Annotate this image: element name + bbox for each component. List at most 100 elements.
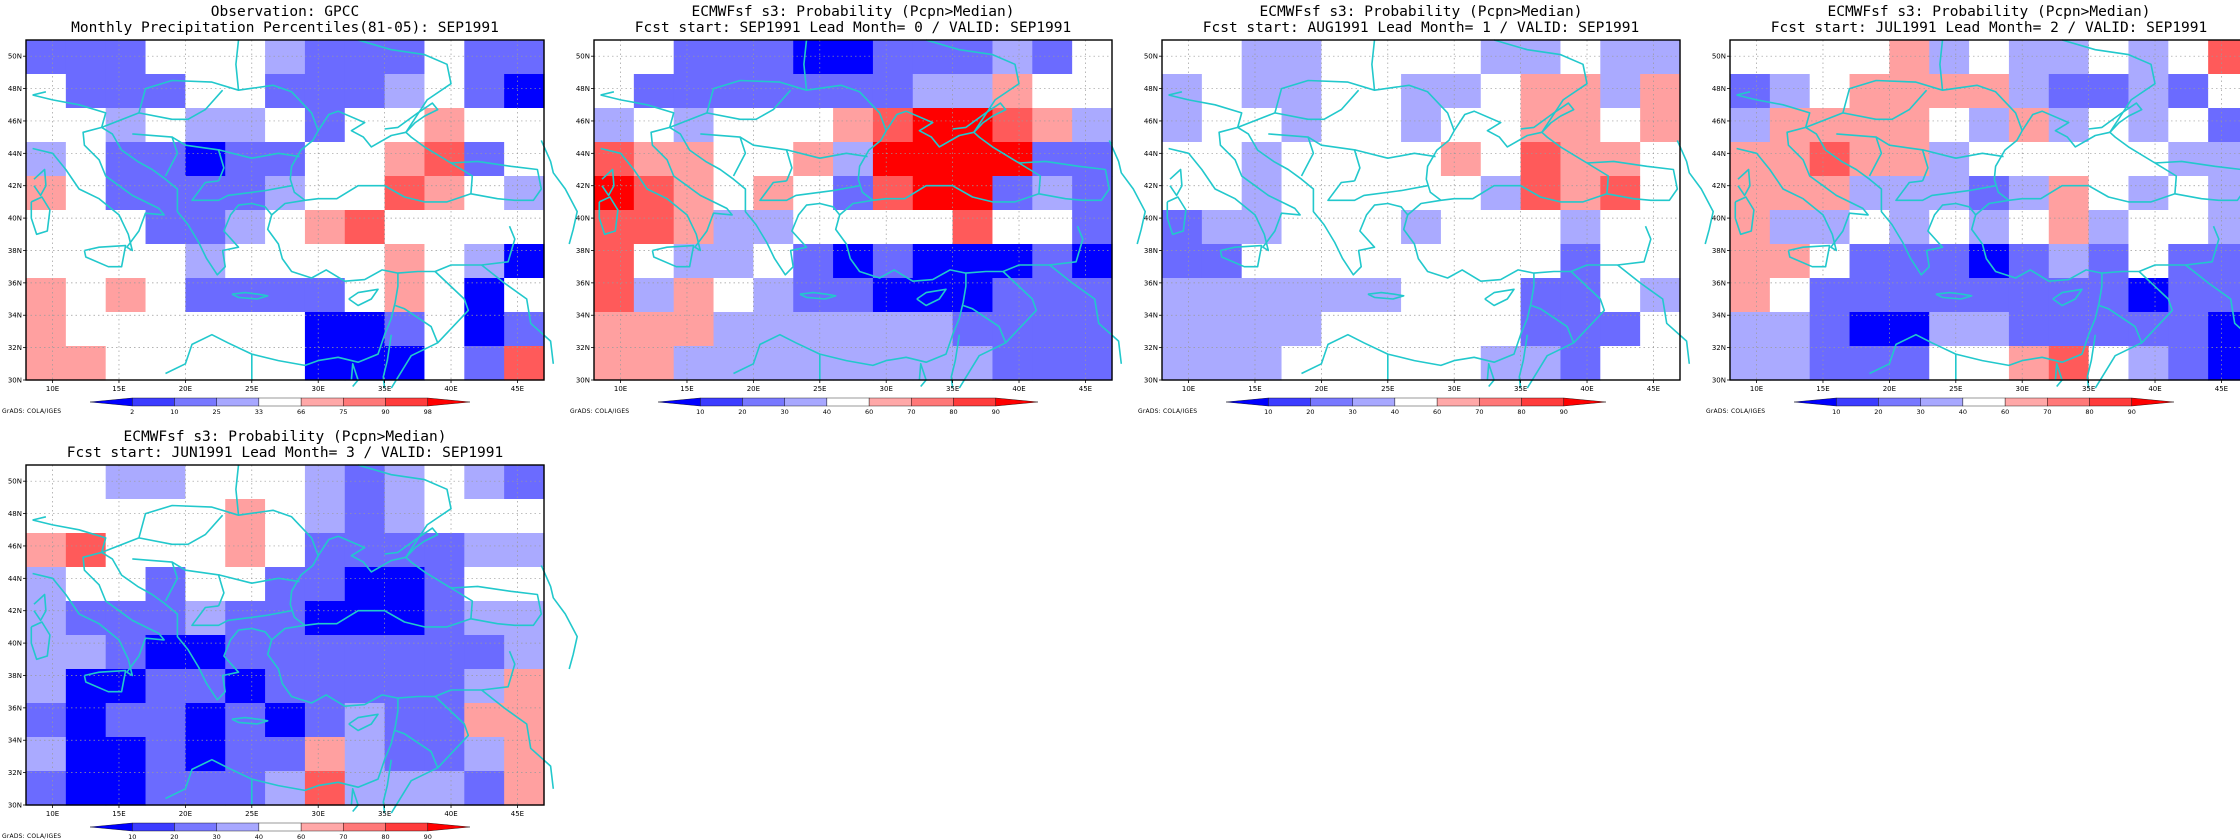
colorbar-segment [89,822,133,832]
colorbar: 10 20 30 40 60 70 80 90 [657,397,1039,416]
grid-cell [1889,346,1930,381]
grid-cell [633,210,675,245]
grid-cell [2128,278,2169,313]
grid-cell [713,108,754,143]
grid-cell [2088,278,2130,313]
colorbar-label: 90 [2128,408,2136,416]
grid-cell [992,210,1033,245]
grid-cell [833,176,874,211]
grid-cell [1730,142,1771,177]
coastline [384,527,439,558]
grid-cell [265,278,306,313]
grid-cell [344,40,386,75]
grid-cell [384,176,426,211]
lat-label: 34N [1144,312,1158,320]
grid-cell [1600,142,1641,177]
coastline [1805,126,1977,276]
grid-cell [145,465,186,500]
colorbar: 10 20 30 40 60 70 80 90 [89,822,471,840]
grid-cell [673,142,715,177]
grid-cell [225,703,266,738]
grid-cell [594,40,635,75]
grid-cell [344,533,386,568]
grid-cell [1032,346,1073,381]
coastline [952,102,1007,133]
grid-cell [1889,210,1930,245]
grid-cell [952,176,994,211]
grid-cell [2208,142,2240,177]
grid-cell [265,142,306,177]
lon-label: 20E [747,385,760,393]
grid-cell [1640,74,1681,109]
map-svg: 50N 48N 46N 44N 42N 40N 38N 36N 34N 32N 30N 10E 15E 2… [8,39,578,416]
colorbar-segment [89,397,133,407]
grid-cell [185,312,226,347]
coastline [390,695,470,814]
colorbar-label: 90 [424,833,432,840]
grid-cell [26,108,67,143]
coastline [1018,160,1111,202]
grid-cell [145,244,186,279]
coastline [138,514,224,546]
grid-cell [1520,40,1562,75]
colorbar-label: 40 [1959,408,1967,416]
lon-label: 35E [2082,385,2095,393]
grid-cell [1201,176,1243,211]
grid-cell [2128,244,2169,279]
lat-label: 38N [576,247,590,255]
colorbar-segment [1310,397,1353,407]
colorbar-segment [300,822,344,832]
grid-cell [1032,210,1073,245]
grid-cell [1809,346,1851,381]
grid-cell [1401,142,1442,177]
panel-title: ECMWFsf s3: Probability (Pcpn>Median) Fcs… [594,4,1112,36]
grid-cell [65,533,107,568]
grid-cell [185,176,226,211]
panel-title-line-2: Fcst start: AUG1991 Lead Month= 1 / VALI… [1202,20,1640,36]
colorbar-label: 40 [1391,408,1399,416]
grid-cell [1769,40,1811,75]
coastline [1737,168,1751,197]
grid-cell [1929,74,1970,109]
grid-cell [65,108,107,143]
coastline [600,126,733,252]
lon-label: 25E [1949,385,1962,393]
colorbar-label: 30 [781,408,789,416]
coastline [1520,102,1575,133]
grid-cell [673,278,715,313]
coastline [481,264,555,364]
grid-cell [65,669,107,704]
grid-cell [673,74,715,109]
lon-label: 25E [1381,385,1394,393]
grid-cell [1730,278,1771,313]
grid-cell [145,499,186,534]
grid-cell [145,635,186,670]
grid-cell [2128,210,2169,245]
grid-cell [952,210,994,245]
colorbar-label: 70 [907,408,915,416]
lat-label: 32N [8,769,22,777]
lon-label: 30E [1448,385,1461,393]
grid-cell [1889,40,1930,75]
grid-cell [2208,40,2240,75]
grid-cell [105,312,147,347]
grid-cell [304,74,346,109]
colorbar-segment [911,397,954,407]
colorbar-label: 20 [738,408,746,416]
coastline [1219,244,1263,268]
colorbar-segment [1394,397,1438,407]
grid-cell [1401,40,1442,75]
grid-cell [833,142,874,177]
grid-cell [1072,74,1113,109]
grid-cell [1241,40,1283,75]
grid-cell [833,74,874,109]
coastline [1168,91,1183,96]
grid-cell [145,669,186,704]
lon-label: 30E [312,385,325,393]
lat-label: 50N [576,53,590,61]
grid-cell [185,108,226,143]
grid-cell [2168,312,2209,347]
grid-cell [2008,176,2050,211]
grid-cell [225,737,266,772]
grid-cell [185,703,226,738]
